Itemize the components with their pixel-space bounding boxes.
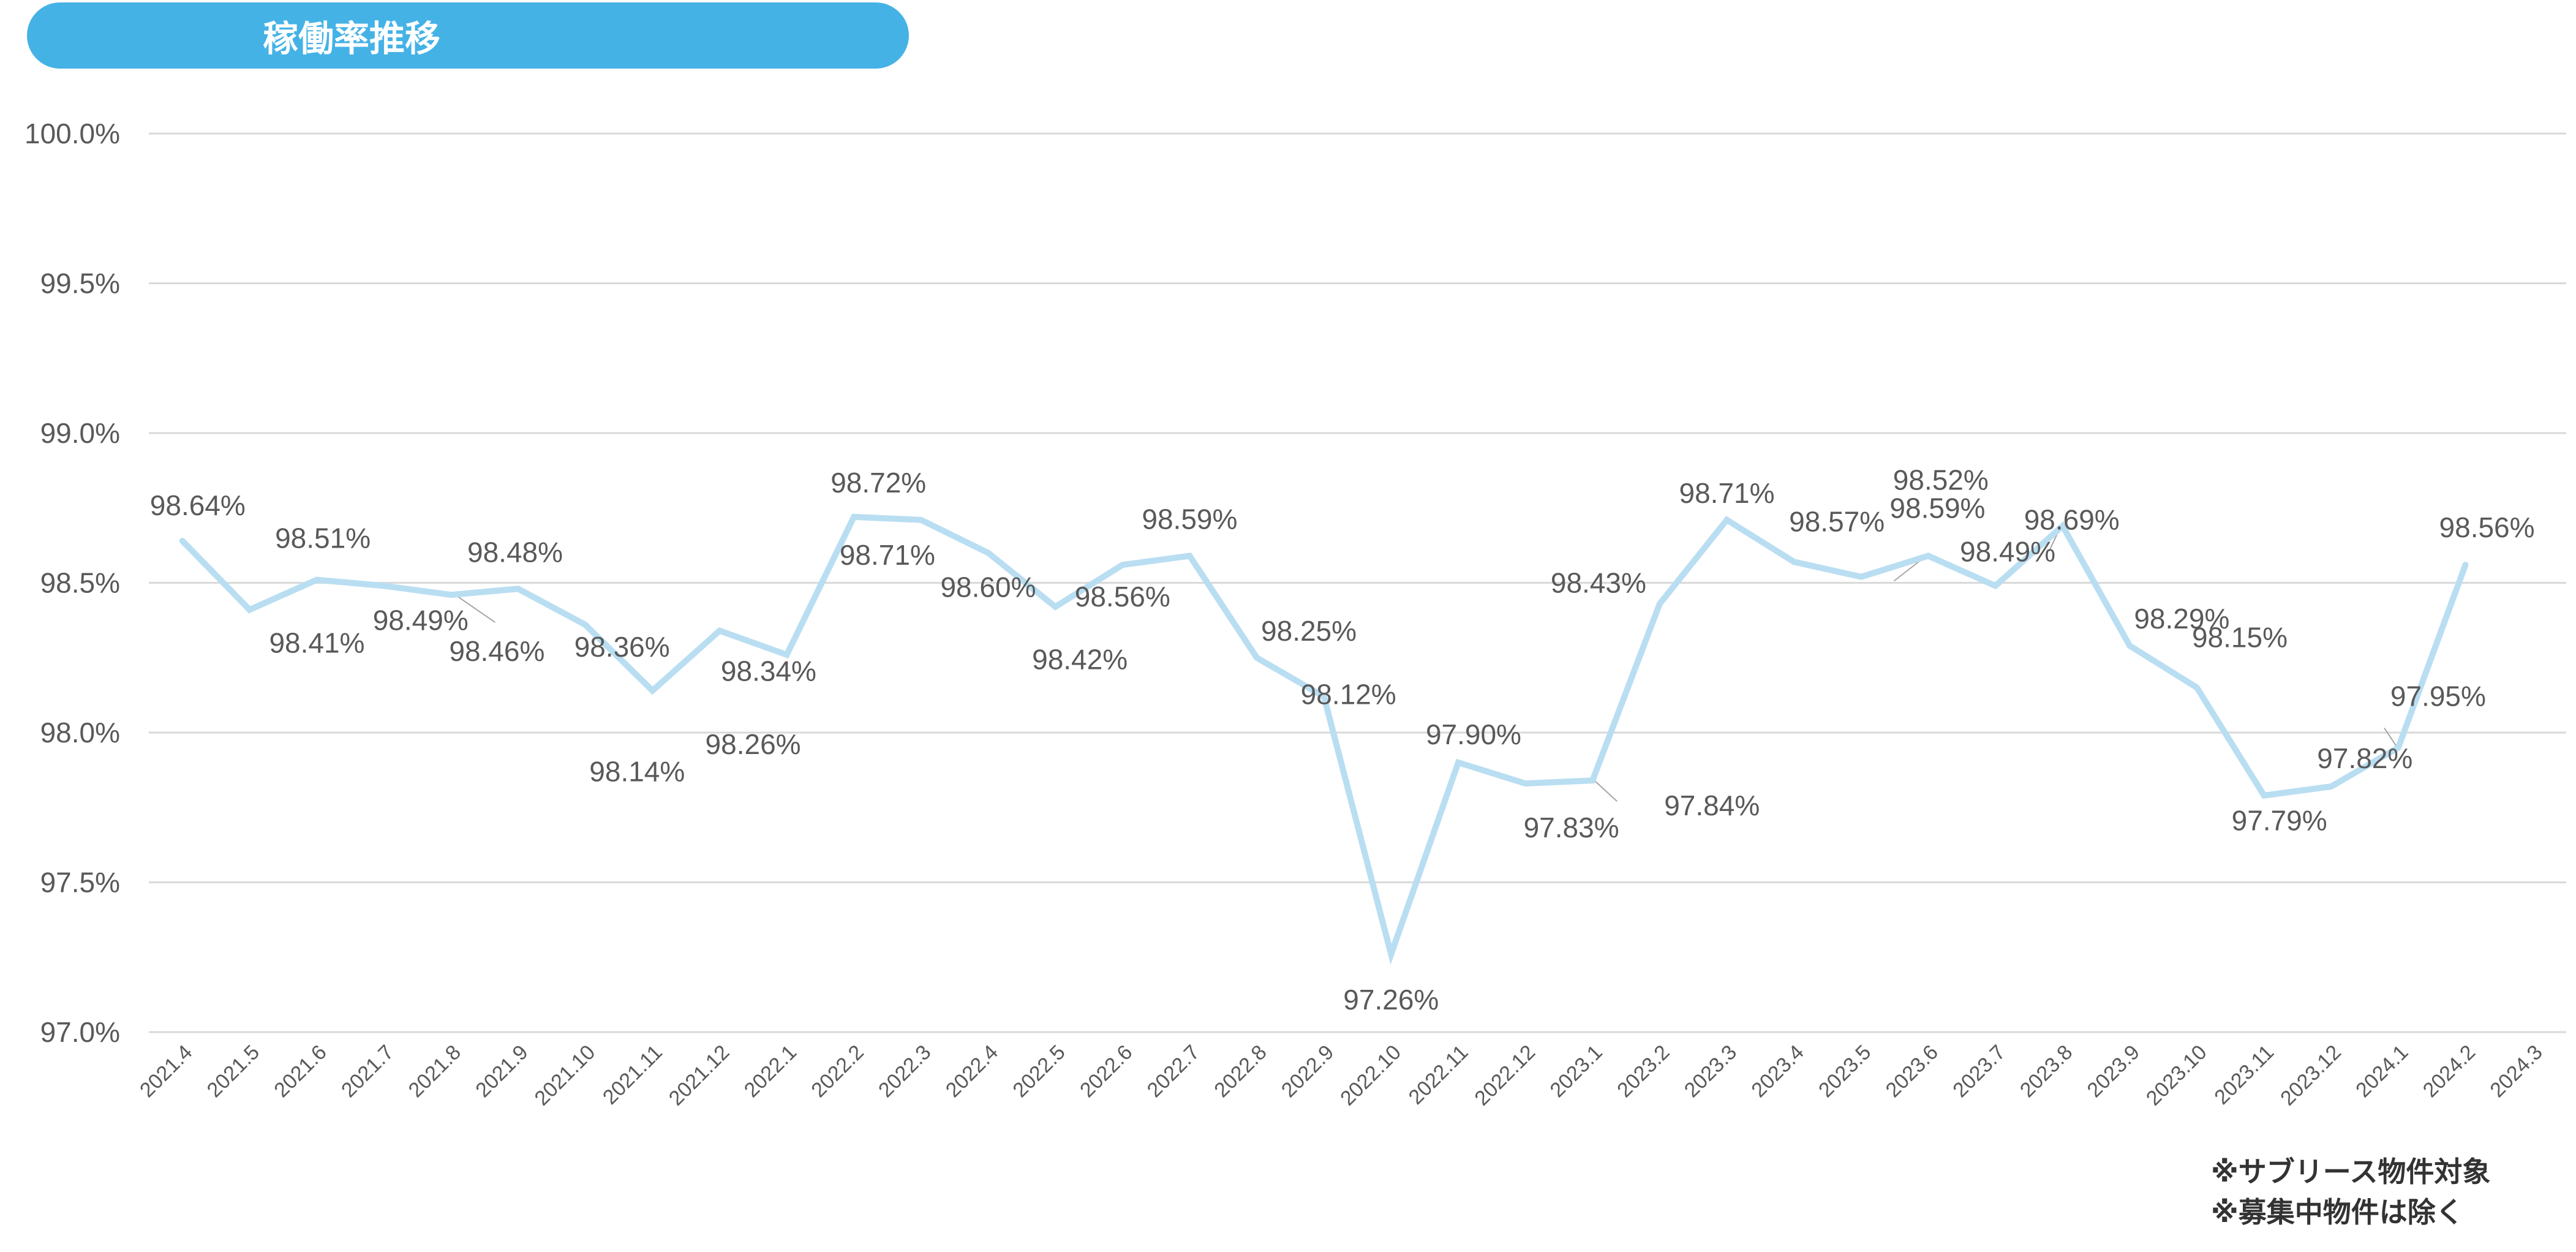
data-label: 98.60% [940,571,1036,603]
x-tick-label: 2022.3 [874,1041,935,1102]
x-tick-label: 2023.11 [2210,1041,2278,1109]
x-tick-label: 2023.3 [1680,1041,1741,1102]
x-tick-label: 2022.2 [807,1041,868,1102]
x-tick-label: 2023.7 [1948,1041,2009,1102]
x-tick-label: 2023.9 [2083,1041,2144,1102]
x-tick-label: 2023.12 [2276,1041,2346,1111]
x-tick-label: 2024.3 [2485,1041,2547,1102]
x-tick-label: 2023.2 [1613,1041,1674,1102]
data-label: 98.52% [1893,464,1989,496]
grid-lines [149,132,2566,1033]
x-tick-label: 2021.6 [269,1041,331,1102]
x-tick-label: 2023.1 [1545,1041,1606,1102]
data-label: 98.12% [1301,678,1396,710]
data-label: 97.90% [1426,718,1521,750]
data-label: 97.83% [1524,812,1619,843]
data-label: 98.71% [840,539,935,571]
leader-line [2384,727,2397,747]
data-label: 97.26% [1343,984,1439,1016]
y-tick-label: 97.0% [40,1016,120,1048]
data-label: 98.69% [2024,504,2120,536]
data-label: 98.15% [2192,622,2288,654]
data-label: 98.36% [574,631,670,663]
data-label: 98.56% [2439,511,2535,543]
series-occupancy [179,513,2469,965]
leader-line [453,593,495,623]
data-label: 98.48% [467,536,563,568]
data-label: 98.57% [1789,505,1885,537]
data-label: 97.79% [2232,805,2327,837]
x-tick-label: 2022.4 [941,1041,1003,1102]
x-tick-label: 2022.5 [1008,1041,1069,1102]
x-tick-label: 2023.4 [1747,1041,1808,1102]
x-tick-label: 2023.8 [2016,1041,2077,1102]
data-label: 97.84% [1664,790,1760,821]
data-label: 98.51% [275,522,371,554]
x-tick-label: 2023.10 [2142,1041,2212,1111]
x-tick-label: 2022.7 [1143,1041,1204,1102]
data-label: 98.29% [2134,603,2229,635]
data-label: 97.95% [2390,680,2486,712]
data-label: 98.72% [830,467,926,499]
y-tick-label: 98.5% [40,567,120,599]
data-label: 98.56% [1075,581,1170,613]
x-tick-label: 2021.8 [404,1041,465,1102]
chart-title-text: 稼働率推移 [262,18,440,59]
chart-title: 稼働率推移 [27,2,909,69]
data-label: 98.26% [706,728,801,760]
y-axis-ticks: 97.0% 97.5% 98.0% 98.5% 99.0% 99.5% 100.0% [24,118,120,1048]
footnote-excluded: ※募集中物件は除く [2211,1196,2464,1229]
data-labels: 98.64%98.41%98.51%98.49%98.46%98.48%98.3… [150,464,2535,1016]
data-label: 98.64% [150,489,246,521]
x-tick-label: 2021.7 [337,1041,398,1102]
y-tick-label: 100.0% [24,118,120,149]
x-tick-label: 2021.12 [665,1041,734,1111]
x-tick-label: 2021.11 [598,1041,667,1109]
y-tick-label: 97.5% [40,867,120,899]
x-tick-label: 2022.8 [1210,1041,1271,1102]
x-tick-label: 2021.10 [530,1041,600,1111]
x-tick-label: 2021.9 [471,1041,532,1102]
data-label: 98.42% [1032,644,1128,676]
data-label: 98.34% [721,655,816,687]
data-label: 98.59% [1889,492,1985,524]
data-label: 98.49% [1960,535,2055,567]
data-label: 98.59% [1142,503,1237,535]
x-tick-label: 2022.9 [1277,1041,1338,1102]
x-tick-label: 2021.4 [135,1041,197,1102]
footnotes: ※サブリース物件対象 ※募集中物件は除く [2211,1152,2554,1232]
data-label: 97.82% [2317,742,2412,774]
data-label: 98.41% [269,627,364,659]
x-tick-label: 2023.5 [1814,1041,1875,1102]
x-tick-label: 2022.12 [1470,1041,1540,1111]
footnote-sublease: ※サブリース物件対象 [2211,1155,2491,1188]
data-label: 98.25% [1261,615,1357,647]
x-tick-label: 2024.2 [2419,1041,2480,1102]
x-tick-label: 2023.6 [1881,1041,1943,1102]
series-line [179,513,2469,965]
leader-line [1594,780,1618,802]
x-tick-label: 2024.1 [2351,1041,2412,1102]
x-tick-label: 2022.10 [1336,1041,1406,1111]
x-axis-ticks: 2021.4 2021.5 2021.6 2021.7 2021.8 2021.92021… [135,1041,2547,1111]
y-tick-label: 99.0% [40,417,120,449]
y-tick-label: 99.5% [40,268,120,300]
x-tick-label: 2022.6 [1075,1041,1137,1102]
x-tick-label: 2021.5 [203,1041,264,1102]
data-label: 98.43% [1551,567,1646,599]
data-label: 98.71% [1679,477,1775,509]
x-tick-label: 2022.1 [740,1041,801,1102]
y-tick-label: 98.0% [40,717,120,749]
x-tick-label: 2022.11 [1404,1041,1473,1109]
data-label: 98.14% [589,756,685,788]
data-label: 98.46% [449,635,544,667]
data-label: 98.49% [373,604,469,636]
